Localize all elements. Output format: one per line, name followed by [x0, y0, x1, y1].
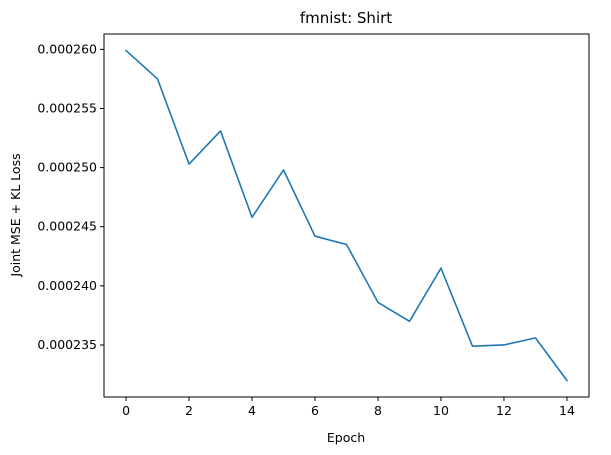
- x-tick-label: 4: [248, 403, 256, 418]
- y-axis-label: Joint MSE + KL Loss: [8, 153, 23, 277]
- x-tick-label: 2: [185, 403, 193, 418]
- series-layer: [124, 49, 569, 382]
- x-tick-label: 8: [374, 403, 382, 418]
- y-tick-label: 0.000235: [37, 337, 97, 352]
- y-axis-ticks: 0.000235 0.000240 0.000245 0.000250 0.000255…: [37, 41, 104, 352]
- y-tick-label: 0.000260: [37, 41, 97, 56]
- x-axis-ticks: 0 2 4 6 8 10 12 14: [122, 397, 575, 418]
- y-tick-label: 0.000240: [37, 278, 97, 293]
- x-tick-label: 12: [496, 403, 512, 418]
- y-tick-label: 0.000255: [37, 100, 97, 115]
- plot-area: [103, 33, 590, 398]
- x-axis-label: Epoch: [327, 430, 365, 445]
- x-tick-label: 10: [433, 403, 449, 418]
- x-tick-label: 14: [559, 403, 575, 418]
- y-tick-label: 0.000245: [37, 219, 97, 234]
- chart-title: fmnist: Shirt: [300, 9, 392, 27]
- y-tick-label: 0.000250: [37, 160, 97, 175]
- x-tick-label: 6: [311, 403, 319, 418]
- x-tick-label: 0: [122, 403, 130, 418]
- series-line-0: [124, 49, 569, 382]
